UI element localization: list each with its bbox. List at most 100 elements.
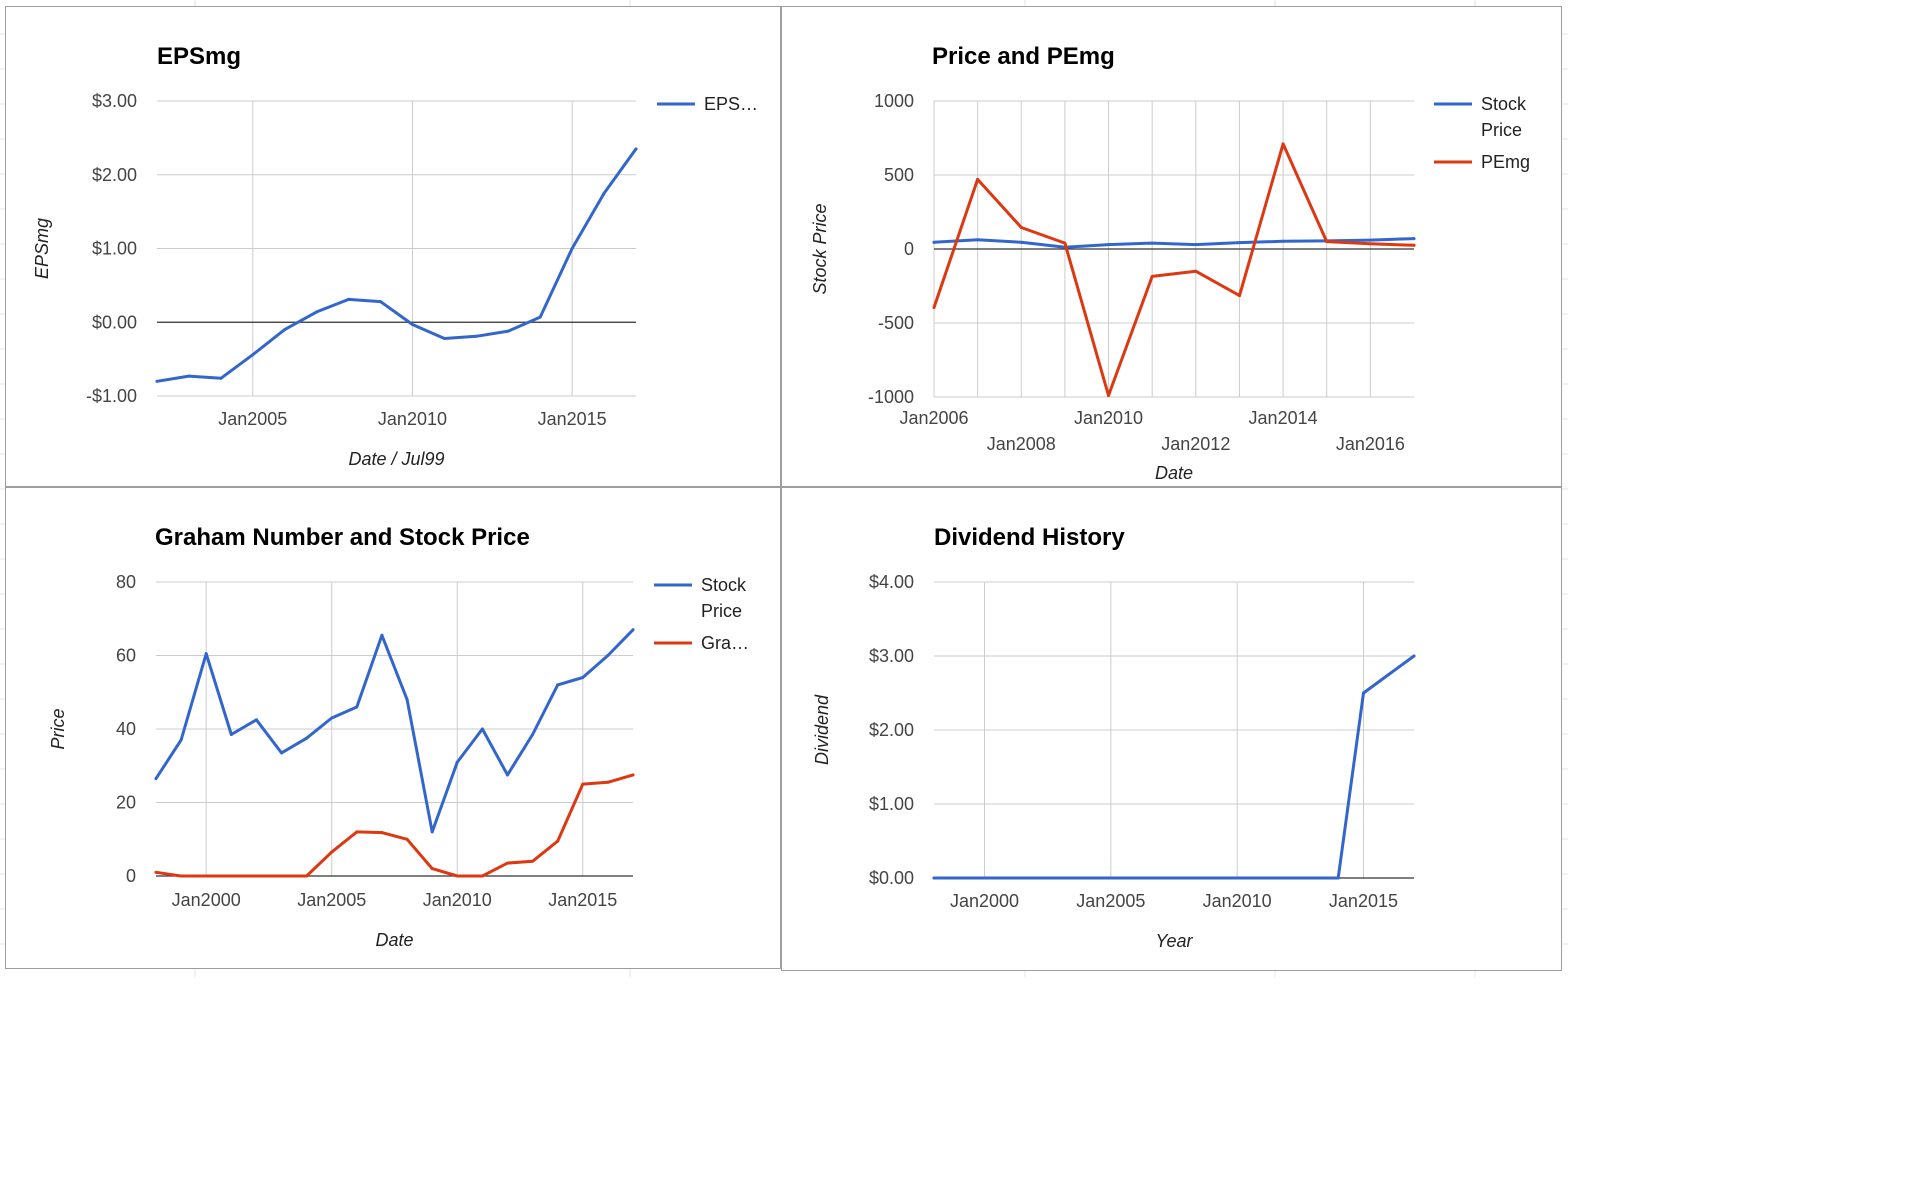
data-point <box>410 322 414 326</box>
data-point <box>405 837 409 841</box>
y-tick-label: $1.00 <box>869 794 914 814</box>
data-point <box>1412 654 1416 658</box>
chart-title: EPSmg <box>157 43 241 70</box>
data-point <box>531 859 535 863</box>
x-tick-label: Jan2016 <box>1336 434 1405 454</box>
data-point <box>1109 876 1113 880</box>
y-tick-label: $2.00 <box>869 720 914 740</box>
data-point <box>355 705 359 709</box>
data-point <box>442 336 446 340</box>
y-tick-label: -1000 <box>868 387 914 407</box>
data-point <box>1134 876 1138 880</box>
data-point <box>631 628 635 632</box>
chart-svg: EPSmg -$1.00 $0.00 $1.00 $2.00 $3.00 Jan2005 Ja… <box>32 43 758 469</box>
data-point <box>1159 876 1163 880</box>
x-tick-label: Jan2010 <box>423 890 492 910</box>
y-tick-label: 60 <box>116 646 136 666</box>
chart-dividend-history[interactable]: Dividend History $0.00 $1.00 $2.00 $3.00 $4.0… <box>781 487 1562 971</box>
data-point <box>1286 876 1290 880</box>
data-point <box>976 238 980 242</box>
data-point <box>305 874 309 878</box>
x-tick-label: Jan2006 <box>899 408 968 428</box>
x-tick-label: Jan2005 <box>218 409 287 429</box>
data-point <box>1412 237 1416 241</box>
data-point <box>606 654 610 657</box>
data-point <box>1260 876 1264 880</box>
data-point <box>1281 142 1285 146</box>
legend-label: Stock Price <box>1481 94 1527 140</box>
data-point <box>1412 243 1416 247</box>
x-tick-label: Jan2005 <box>297 890 366 910</box>
data-point <box>602 191 606 195</box>
data-point <box>355 830 359 834</box>
chart-graham-number-and-stock-price[interactable]: Graham Number and Stock Price 0 20 40 60 80 Ja… <box>5 487 781 969</box>
data-point <box>179 738 183 742</box>
x-tick-label: Jan2015 <box>548 890 617 910</box>
data-point <box>187 374 191 378</box>
data-point <box>280 874 284 878</box>
data-point <box>570 247 574 250</box>
chart-epsmg[interactable]: EPSmg -$1.00 $0.00 $1.00 $2.00 $3.00 Jan2005 Ja… <box>5 6 781 487</box>
x-tick-label: Jan2010 <box>1203 891 1272 911</box>
data-point <box>154 870 158 874</box>
data-point <box>1235 876 1239 880</box>
y-tick-label: $4.00 <box>869 572 914 592</box>
data-point <box>380 831 384 835</box>
data-point <box>480 727 484 731</box>
chart-price-and-pemg[interactable]: Price and PEmg -1000 -500 0 500 1000 Jan2006 Ja… <box>781 6 1562 487</box>
data-point <box>1237 294 1241 298</box>
data-point <box>581 676 585 680</box>
data-point <box>254 874 258 878</box>
data-point <box>556 839 560 843</box>
data-point <box>305 736 309 740</box>
data-point <box>405 698 409 702</box>
data-point <box>154 777 158 781</box>
y-tick-label: $3.00 <box>92 91 137 111</box>
data-point <box>932 876 936 880</box>
data-point <box>1063 241 1067 245</box>
series-line-stock-price <box>154 628 635 834</box>
data-point <box>506 329 510 333</box>
x-axis-label: Year <box>1155 931 1193 951</box>
y-axis-label: Dividend <box>812 694 832 765</box>
data-point <box>1311 876 1315 880</box>
data-point <box>1336 876 1340 880</box>
y-axis-label: EPSmg <box>32 218 52 279</box>
data-point <box>1361 691 1365 695</box>
x-tick-label: Jan2015 <box>1329 891 1398 911</box>
y-tick-label: 80 <box>116 572 136 592</box>
data-point <box>229 874 233 878</box>
legend-label: Stock Price <box>701 575 747 621</box>
y-tick-label: 1000 <box>874 91 914 111</box>
data-point <box>480 874 484 878</box>
y-tick-label: 20 <box>116 793 136 813</box>
y-tick-label: 0 <box>126 866 136 886</box>
y-tick-label: -$1.00 <box>86 386 137 406</box>
y-tick-label: 0 <box>904 239 914 259</box>
data-point <box>1033 876 1037 880</box>
x-tick-label: Jan2005 <box>1076 891 1145 911</box>
chart-title: Price and PEmg <box>932 43 1115 70</box>
y-tick-label: $2.00 <box>92 165 137 185</box>
x-tick-label: Jan2012 <box>1161 434 1230 454</box>
chart-title: Dividend History <box>934 524 1125 551</box>
data-point <box>1194 243 1198 247</box>
data-point <box>932 240 936 244</box>
data-point <box>283 328 287 332</box>
data-point <box>538 315 542 319</box>
data-point <box>1150 274 1154 278</box>
data-point <box>1185 876 1189 880</box>
chart-svg: Graham Number and Stock Price 0 20 40 60 80 Ja… <box>48 524 749 950</box>
data-point <box>505 773 509 777</box>
data-point <box>315 310 319 314</box>
y-tick-label: $1.00 <box>92 239 137 259</box>
series-line-series-0 <box>932 654 1416 880</box>
data-point <box>1107 243 1111 247</box>
data-point <box>581 782 585 786</box>
chart-svg: Price and PEmg -1000 -500 0 500 1000 Jan2006 Ja… <box>810 43 1530 483</box>
y-tick-label: 500 <box>884 165 914 185</box>
data-point <box>1194 269 1198 273</box>
series-line-gra <box>154 773 635 878</box>
data-point <box>1150 241 1154 245</box>
data-point <box>1368 242 1372 246</box>
